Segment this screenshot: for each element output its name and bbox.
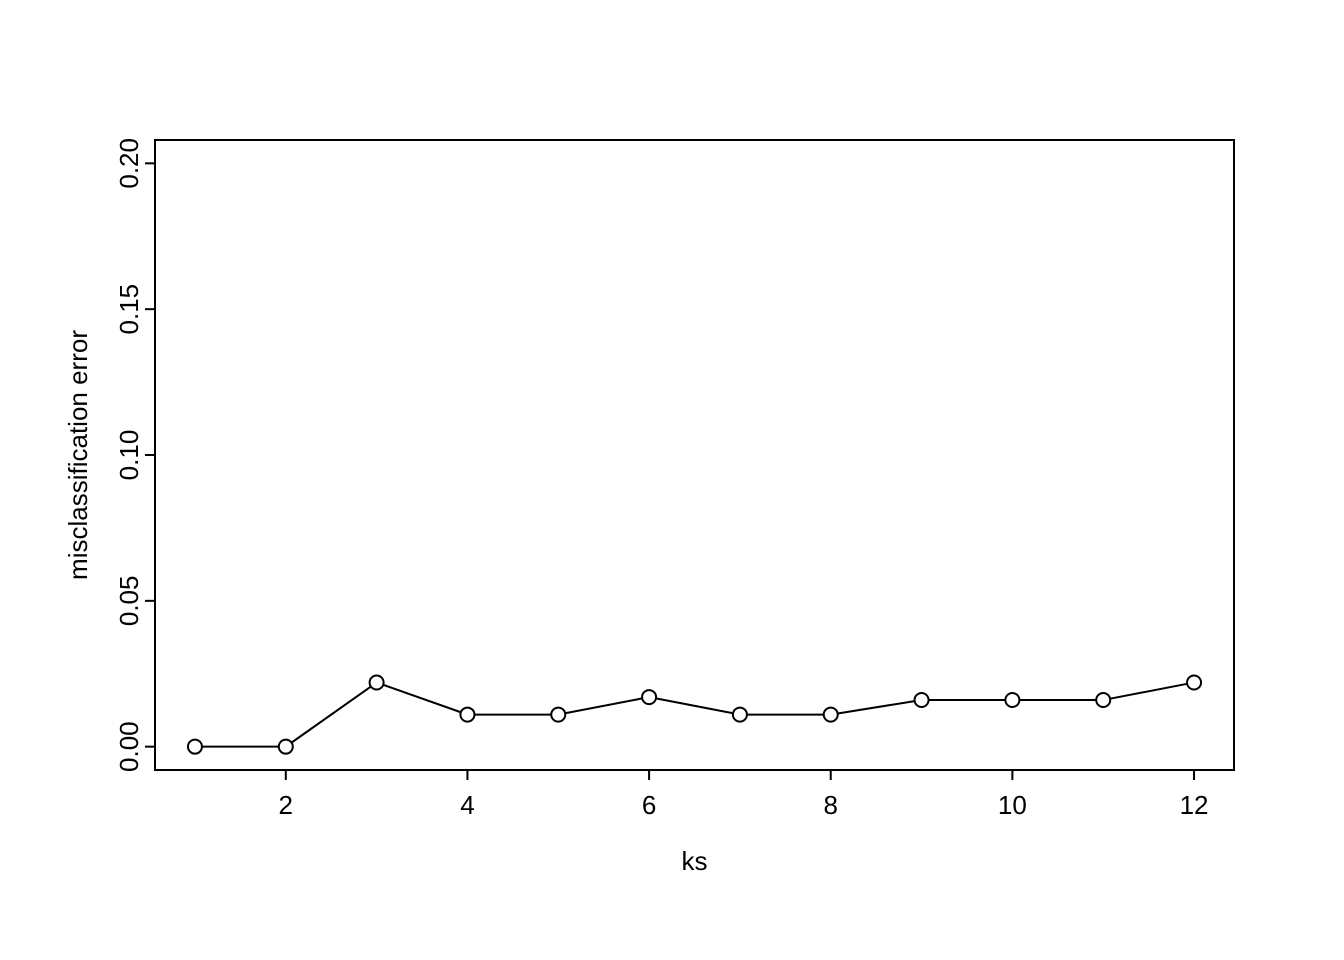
y-tick-label: 0.00 [114,721,144,772]
line-chart: 2 4 6 8 10 12 ks 0.00 0.05 0.10 0.15 0.20 misclassif… [0,0,1344,960]
x-tick-label: 12 [1180,790,1209,820]
x-tick-label: 2 [279,790,293,820]
x-axis-label: ks [682,846,708,876]
data-point [460,708,474,722]
data-point [370,676,384,690]
y-axis-label: misclassification error [63,330,93,580]
x-tick-label: 6 [642,790,656,820]
y-tick-label: 0.20 [114,138,144,189]
data-point [642,690,656,704]
y-tick-label: 0.15 [114,284,144,335]
data-point [1096,693,1110,707]
x-tick-label: 10 [998,790,1027,820]
data-point [915,693,929,707]
data-point [1187,676,1201,690]
data-point [733,708,747,722]
data-point [824,708,838,722]
data-point [551,708,565,722]
data-point [279,740,293,754]
data-point [1005,693,1019,707]
x-tick-label: 8 [824,790,838,820]
y-tick-label: 0.05 [114,576,144,627]
x-tick-label: 4 [460,790,474,820]
y-tick-label: 0.10 [114,430,144,481]
data-point [188,740,202,754]
